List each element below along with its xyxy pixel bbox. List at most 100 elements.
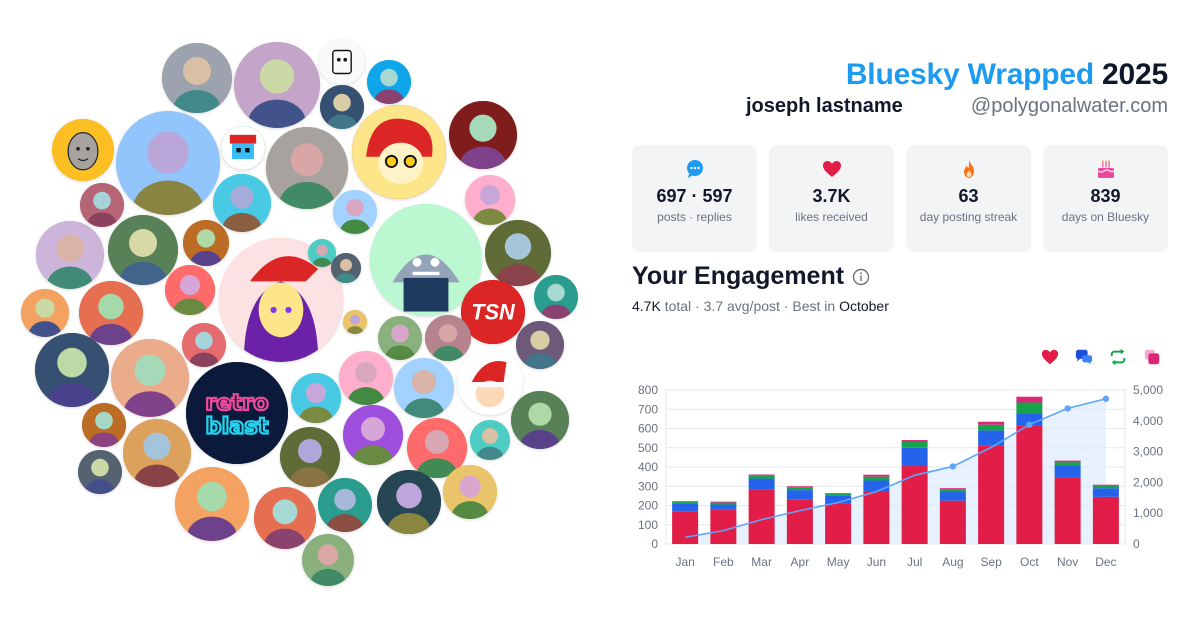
stat-card-days: 839 days on Bluesky bbox=[1043, 145, 1168, 252]
avatar-santa-hat-character bbox=[457, 349, 523, 415]
avatar bbox=[318, 478, 372, 532]
avatar-image bbox=[320, 85, 364, 129]
bar-likes bbox=[901, 466, 928, 544]
avatar-image bbox=[254, 487, 316, 549]
avatar-image bbox=[511, 391, 569, 449]
avatar bbox=[36, 221, 104, 289]
legend-replies-reply-icon[interactable] bbox=[1075, 348, 1093, 366]
bar-quotes bbox=[1054, 460, 1081, 463]
bar-quotes bbox=[672, 501, 699, 503]
stat-value: 3.7K bbox=[812, 186, 851, 206]
bar-replies bbox=[978, 430, 1005, 446]
bar-quotes bbox=[825, 493, 852, 494]
avatar-image bbox=[378, 316, 422, 360]
avatar bbox=[79, 281, 143, 345]
avatar-image bbox=[302, 534, 354, 586]
legend-quotes-quote-icon[interactable] bbox=[1143, 348, 1161, 366]
bar-likes bbox=[1016, 425, 1043, 544]
avatar-image bbox=[449, 101, 517, 169]
avatar-image bbox=[213, 174, 271, 232]
avatar-image bbox=[35, 333, 109, 407]
bar-replies bbox=[786, 490, 813, 500]
bar-reposts bbox=[1054, 462, 1081, 466]
avatar-image bbox=[79, 281, 143, 345]
avatar-image bbox=[182, 323, 226, 367]
avatar-sepia-portrait bbox=[162, 43, 232, 113]
avatar-image bbox=[183, 220, 229, 266]
avatar-image bbox=[333, 190, 377, 234]
x-tick-label: Nov bbox=[1057, 555, 1078, 569]
x-tick-label: Oct bbox=[1020, 555, 1039, 569]
avatar bbox=[80, 183, 124, 227]
avatar-image bbox=[331, 253, 361, 283]
stat-label: day posting streak bbox=[919, 210, 1018, 224]
cumulative-point bbox=[1026, 421, 1033, 428]
avatar-image bbox=[343, 405, 403, 465]
avatar-woman-glasses bbox=[116, 111, 220, 215]
bar-reposts bbox=[825, 493, 852, 496]
bar-reposts bbox=[1092, 485, 1119, 489]
avatar bbox=[21, 289, 69, 337]
bar-quotes bbox=[710, 501, 737, 503]
retro-logo-line-2: blast bbox=[206, 413, 269, 439]
avatar-red-hair-character bbox=[352, 105, 446, 199]
engagement-summary: 4.7K total · 3.7 avg/post · Best in Octo… bbox=[632, 298, 889, 314]
stat-value: 839 bbox=[1090, 186, 1121, 206]
heart-icon bbox=[822, 161, 841, 177]
x-tick-label: Aug bbox=[942, 555, 963, 569]
avatar-image bbox=[116, 111, 220, 215]
bar-quotes bbox=[901, 440, 928, 442]
avatar bbox=[291, 373, 341, 423]
bar-reposts bbox=[939, 489, 966, 493]
y-left-tick-label: 300 bbox=[638, 479, 658, 493]
bar-reposts bbox=[748, 475, 775, 479]
avatar bbox=[377, 470, 441, 534]
bar-quotes bbox=[1016, 396, 1043, 403]
avatar bbox=[485, 220, 551, 286]
cumulative-line-path bbox=[684, 397, 1107, 539]
bar-replies bbox=[710, 504, 737, 510]
avatar bbox=[425, 315, 471, 361]
avatar-pixel-santa bbox=[221, 126, 265, 170]
avatar-image bbox=[78, 450, 122, 494]
avatar-image bbox=[516, 321, 564, 369]
stat-label: likes received bbox=[795, 210, 868, 224]
avatar-pink-portrait bbox=[234, 42, 320, 128]
avatar bbox=[333, 190, 377, 234]
y-left-tick-label: 600 bbox=[638, 422, 658, 436]
legend-likes-heart-icon[interactable] bbox=[1041, 348, 1059, 366]
avatar-image bbox=[377, 470, 441, 534]
info-icon[interactable] bbox=[852, 268, 870, 286]
avatar bbox=[320, 85, 364, 129]
avatar-image bbox=[425, 315, 471, 361]
bar-likes bbox=[710, 509, 737, 544]
avatar-image bbox=[234, 42, 320, 128]
avatar-image bbox=[394, 358, 454, 418]
stat-card-posts: 697 · 597 posts · replies bbox=[632, 145, 757, 252]
bar-likes bbox=[978, 445, 1005, 544]
cumulative-point bbox=[1102, 395, 1110, 402]
bar-replies bbox=[825, 495, 852, 504]
avatar-shark-mascot bbox=[370, 204, 482, 316]
bar-quotes bbox=[748, 474, 775, 476]
stat-value: 697 · 597 bbox=[656, 186, 733, 206]
y-left-tick-label: 500 bbox=[638, 441, 658, 455]
y-right-tick-label: 3,000 bbox=[1133, 445, 1163, 459]
avatar-image bbox=[367, 60, 411, 104]
bar-replies bbox=[748, 478, 775, 490]
y-left-tick-label: 400 bbox=[638, 460, 658, 474]
engagement-total: 4.7K bbox=[632, 298, 661, 314]
x-tick-label: Apr bbox=[791, 555, 810, 569]
user-display-name: joseph lastname bbox=[746, 95, 903, 117]
avatar-headphones-man bbox=[367, 60, 411, 104]
x-tick-label: May bbox=[827, 555, 850, 569]
avatar bbox=[108, 215, 178, 285]
avatar bbox=[82, 403, 126, 447]
bar-quotes bbox=[1092, 484, 1119, 486]
avatar bbox=[308, 239, 336, 267]
bar-reposts bbox=[786, 487, 813, 491]
engagement-heading: Your Engagement bbox=[632, 262, 845, 290]
legend-reposts-repost-icon[interactable] bbox=[1109, 348, 1127, 366]
y-left-tick-label: 100 bbox=[638, 518, 658, 532]
